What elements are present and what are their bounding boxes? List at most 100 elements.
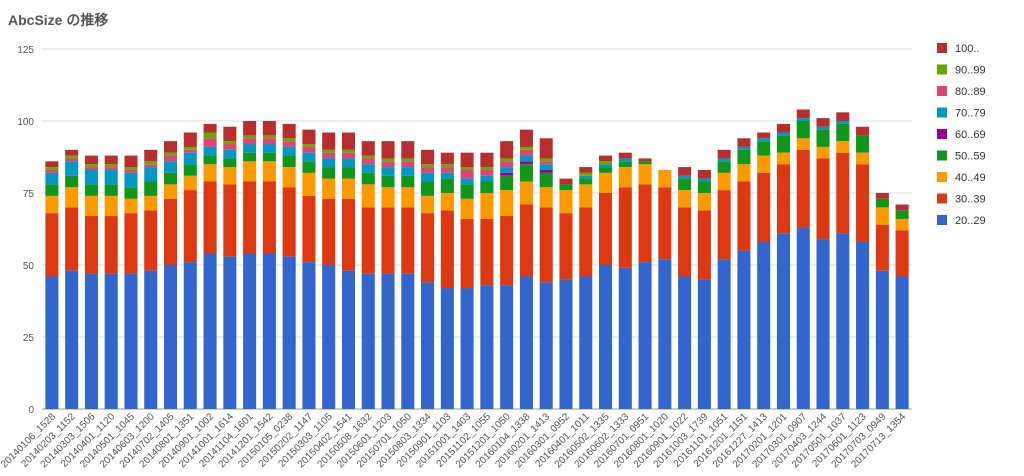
bar-segment — [440, 172, 454, 179]
legend-swatch — [937, 193, 947, 204]
bar-segment — [302, 262, 316, 409]
bar-segment — [223, 158, 237, 168]
bar-segment — [164, 155, 178, 162]
legend-item[interactable]: 40..49 — [937, 172, 986, 184]
bar-segment — [440, 152, 454, 165]
bar-segment — [440, 210, 454, 289]
bar-segment — [460, 288, 474, 409]
legend-item[interactable]: 100.. — [937, 43, 979, 55]
bar-segment — [84, 155, 98, 165]
bar-segment — [144, 181, 158, 196]
bar-segment — [262, 152, 276, 162]
legend-swatch — [937, 150, 947, 161]
legend-item[interactable]: 60..69 — [937, 129, 986, 141]
bar-segment — [164, 152, 178, 156]
bar-segment — [421, 181, 435, 196]
legend-swatch — [937, 129, 947, 139]
bar-segment — [539, 282, 553, 409]
bar-segment — [84, 169, 98, 185]
bar-segment — [539, 161, 553, 165]
bar-segment — [104, 216, 118, 274]
bar-segment — [816, 118, 830, 127]
bar-segment — [678, 207, 692, 277]
legend-item[interactable]: 30..39 — [937, 193, 986, 206]
bar-segment — [361, 207, 375, 274]
bar-segment — [460, 167, 474, 170]
bar-segment — [559, 190, 573, 214]
bar-segment — [895, 204, 909, 211]
bar-segment — [262, 161, 276, 182]
bar-segment — [599, 265, 613, 409]
bar-segment — [539, 187, 553, 208]
bar-segment — [164, 141, 178, 153]
bar-segment — [243, 161, 257, 182]
bar-segment — [678, 178, 692, 191]
bar-segment — [579, 172, 593, 176]
bar-segment — [203, 155, 217, 165]
bar-segment — [500, 216, 514, 286]
bar-segment — [45, 172, 59, 185]
bar-segment — [480, 169, 494, 176]
y-tick-label: 100 — [17, 117, 34, 128]
legend-item[interactable]: 50..59 — [937, 150, 986, 163]
bar-segment — [480, 218, 494, 286]
legend-label: 50..59 — [955, 151, 986, 163]
bar-segment — [164, 198, 178, 265]
legend-item[interactable]: 20..29 — [937, 215, 986, 227]
legend-item[interactable]: 80..89 — [937, 86, 986, 98]
bar-segment — [381, 158, 395, 162]
bar-segment — [460, 198, 474, 219]
bar-segment — [519, 129, 533, 147]
bar-segment — [737, 138, 751, 147]
bar-segment — [65, 187, 79, 208]
bar-segment — [183, 149, 197, 153]
bar-segment — [183, 164, 197, 176]
legend-item[interactable]: 90..99 — [937, 64, 986, 77]
bar-segment — [203, 164, 217, 182]
legend-item[interactable]: 70..79 — [937, 107, 986, 120]
bar-segment — [322, 178, 336, 199]
bar-segment — [737, 181, 751, 251]
bar-segment — [104, 164, 118, 168]
bar-segment — [104, 184, 118, 196]
bar-segment — [737, 146, 751, 150]
bar-segment — [856, 126, 870, 136]
bar-segment — [776, 135, 790, 153]
bar-segment — [223, 149, 237, 159]
bar-segment — [164, 172, 178, 185]
bar-segment — [45, 184, 59, 196]
y-tick-label: 25 — [23, 333, 35, 344]
bar-segment — [223, 184, 237, 257]
bar-segment — [658, 169, 672, 188]
legend-swatch — [937, 64, 947, 75]
bar-segment — [796, 138, 810, 150]
bar-segment — [381, 273, 395, 409]
bar-segment — [895, 230, 909, 277]
bar-segment — [500, 141, 514, 159]
bar-segment — [84, 273, 98, 409]
bar-segment — [262, 144, 276, 153]
bar-segment — [45, 169, 59, 173]
bar-segment — [796, 227, 810, 409]
bar-segment — [302, 129, 316, 145]
bar-segment — [84, 216, 98, 274]
bar-segment — [421, 167, 435, 173]
bar-segment — [440, 193, 454, 211]
bar-segment — [697, 178, 711, 182]
bar-segment — [144, 161, 158, 165]
bar-segment — [341, 178, 355, 199]
bar-segment — [65, 207, 79, 271]
bar-segment — [282, 167, 296, 188]
bar-segment — [480, 181, 494, 193]
legend-label: 60..69 — [955, 129, 986, 141]
bar-segment — [776, 164, 790, 234]
bar-segment — [559, 213, 573, 280]
chart-title: AbcSize の推移 — [8, 12, 109, 28]
bar-segment — [460, 178, 474, 185]
bar-segment — [183, 190, 197, 263]
bar-segment — [243, 253, 257, 409]
bar-segment — [361, 164, 375, 173]
bar-segment — [421, 195, 435, 214]
bar-segment — [480, 175, 494, 182]
bar-segment — [697, 181, 711, 193]
